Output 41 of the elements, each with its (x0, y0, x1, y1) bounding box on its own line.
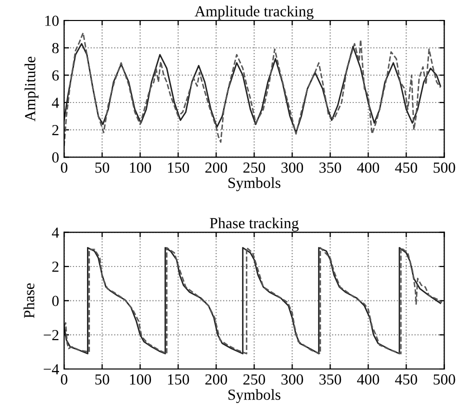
x-tick-label: 200 (205, 162, 228, 173)
x-tick-label: 50 (95, 162, 110, 173)
line-series (64, 32, 442, 147)
y-tick-label: 8 (52, 42, 59, 54)
y-tick-label: 4 (52, 98, 60, 108)
x-tick-label: 200 (205, 374, 228, 385)
y-tick-label: −4 (44, 364, 60, 374)
x-tick-label: 450 (395, 162, 418, 173)
line-series (64, 43, 442, 134)
y-tick-label: 0 (52, 296, 59, 306)
x-tick-label: 150 (168, 374, 190, 385)
y-tick-label: 0 (52, 152, 59, 163)
chart-title: Phase tracking (210, 218, 299, 232)
x-tick-label: 400 (357, 374, 380, 385)
x-tick-label: 150 (168, 162, 190, 173)
y-tick-label: 2 (52, 125, 58, 136)
x-tick-label: 250 (243, 162, 266, 173)
chart-title: Amplitude tracking (194, 6, 314, 20)
x-tick-label: 300 (281, 374, 304, 385)
x-tick-label: 400 (357, 162, 380, 173)
x-tick-label: 0 (60, 162, 68, 173)
y-tick-label: 2 (52, 262, 58, 272)
x-tick-label: 500 (434, 162, 456, 173)
x-tick-label: 350 (319, 374, 342, 385)
x-tick-label: 100 (130, 374, 152, 385)
y-axis-title: Amplitude (24, 56, 38, 122)
y-axis-title: Phase (24, 283, 34, 318)
y-tick-label: 6 (52, 70, 59, 81)
x-tick-label: 450 (395, 374, 418, 385)
x-tick-label: 250 (243, 374, 266, 385)
x-tick-label: 0 (60, 374, 68, 385)
x-axis-title: Symbols (228, 389, 280, 404)
x-tick-label: 300 (281, 162, 304, 173)
x-tick-label: 50 (95, 374, 110, 385)
x-axis-title: Symbols (228, 177, 280, 192)
y-tick-label: 10 (45, 16, 59, 26)
y-tick-label: −2 (44, 330, 58, 340)
x-tick-label: 500 (434, 374, 456, 385)
x-tick-label: 100 (130, 162, 152, 173)
x-tick-label: 350 (319, 162, 342, 173)
y-tick-label: 4 (52, 228, 60, 238)
